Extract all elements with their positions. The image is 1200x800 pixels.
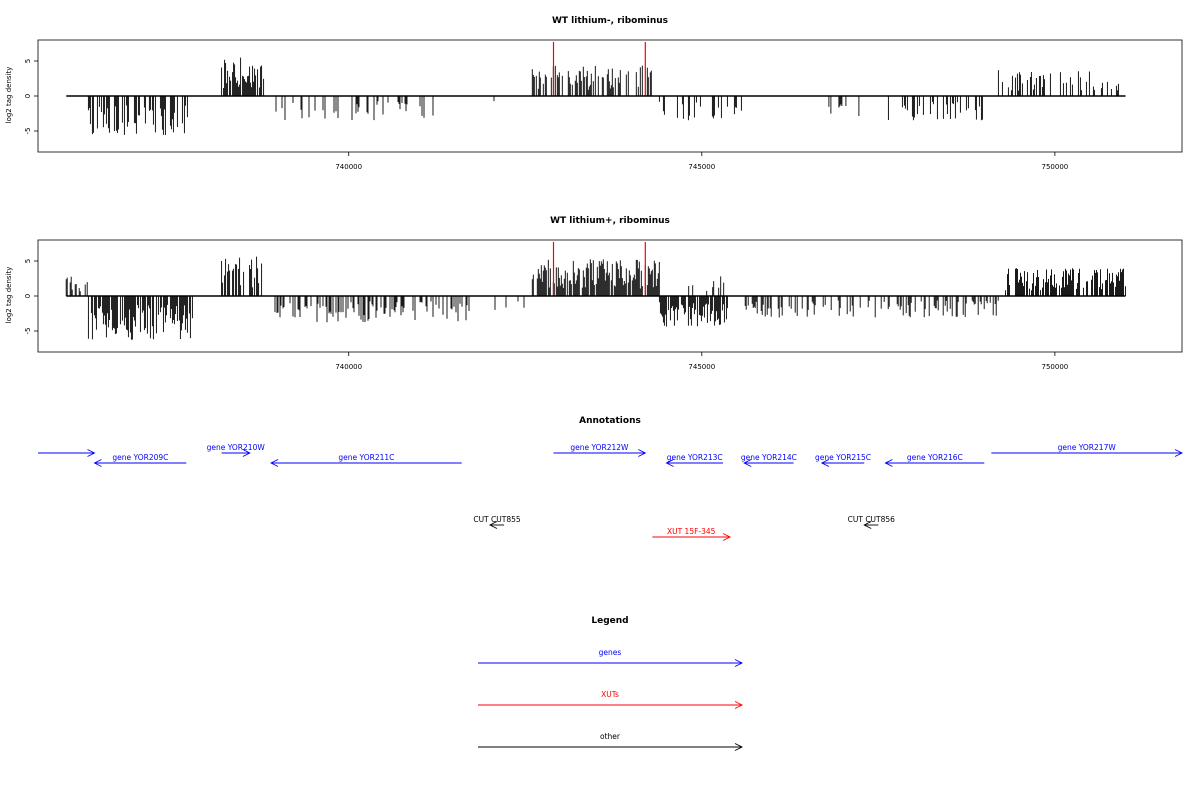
legend-label: other	[600, 732, 621, 741]
feature-arrow	[820, 459, 865, 467]
y-tick-label: 5	[24, 259, 32, 263]
feature-arrow	[863, 521, 879, 529]
x-axis: 740000 745000 750000	[335, 352, 1068, 371]
feature-label: gene YOR217W	[1058, 443, 1117, 452]
legend-label: XUTs	[601, 690, 619, 699]
annotations-title: Annotations	[579, 416, 641, 426]
legend-title: Legend	[591, 616, 628, 626]
legend-arrow	[478, 701, 744, 709]
y-tick-label: -5	[24, 328, 32, 335]
feature-label: gene YOR214C	[741, 453, 797, 462]
legend-arrow	[478, 659, 744, 667]
feature-label: gene YOR213C	[667, 453, 723, 462]
feature-label: gene YOR212W	[570, 443, 629, 452]
legend-label: genes	[599, 648, 622, 657]
track-lithium-plus: WT lithium+, ribominus log2 tag density …	[5, 216, 1183, 371]
y-tick-label: 0	[24, 294, 32, 298]
feature-label: gene YOR216C	[907, 453, 963, 462]
annotation-features: gene YOR209C gene YOR210W gene YOR211C gene…	[38, 443, 1184, 541]
x-tick-label: 750000	[1042, 163, 1069, 171]
feature-label: gene YOR211C	[338, 453, 394, 462]
x-tick-label: 740000	[335, 363, 362, 371]
feature-label: gene YOR209C	[112, 453, 168, 462]
y-axis: -5 0 5	[24, 259, 38, 335]
feature-arrow	[553, 449, 647, 457]
x-tick-label: 745000	[688, 163, 715, 171]
feature-arrow	[665, 459, 723, 467]
feature-arrow	[991, 449, 1184, 457]
feature-label: CUT CUT856	[848, 515, 896, 524]
feature-label: CUT CUT855	[473, 515, 521, 524]
feature-arrow	[270, 459, 462, 467]
y-axis: -5 0 5	[24, 59, 38, 135]
track-lithium-minus: WT lithium-, ribominus log2 tag density …	[5, 16, 1183, 171]
feature-label: gene YOR215C	[815, 453, 871, 462]
feature-label: gene YOR210W	[207, 443, 266, 452]
density-bars	[65, 256, 1126, 340]
x-tick-label: 740000	[335, 163, 362, 171]
y-tick-label: 0	[24, 94, 32, 98]
feature-arrow	[38, 449, 96, 457]
x-axis: 740000 745000 750000	[335, 152, 1068, 171]
track-title: WT lithium-, ribominus	[552, 16, 668, 26]
feature-arrow	[221, 449, 251, 457]
track-title: WT lithium+, ribominus	[550, 216, 670, 226]
feature-arrow	[884, 459, 985, 467]
feature-arrow	[743, 459, 794, 467]
x-tick-label: 745000	[688, 363, 715, 371]
x-tick-label: 750000	[1042, 363, 1069, 371]
y-tick-label: -5	[24, 128, 32, 135]
y-axis-label: log2 tag density	[5, 267, 13, 324]
legend-items: genes XUTs other	[478, 648, 744, 751]
feature-arrow	[488, 521, 505, 529]
legend: Legend genes XUTs other	[478, 616, 744, 751]
y-axis-label: log2 tag density	[5, 67, 13, 124]
red-markers	[552, 42, 646, 96]
y-tick-label: 5	[24, 59, 32, 63]
feature-label: XUT 15F-345	[667, 527, 716, 536]
legend-arrow	[478, 743, 744, 751]
feature-arrow	[652, 533, 732, 541]
feature-arrow	[93, 459, 187, 467]
red-markers	[552, 242, 646, 296]
